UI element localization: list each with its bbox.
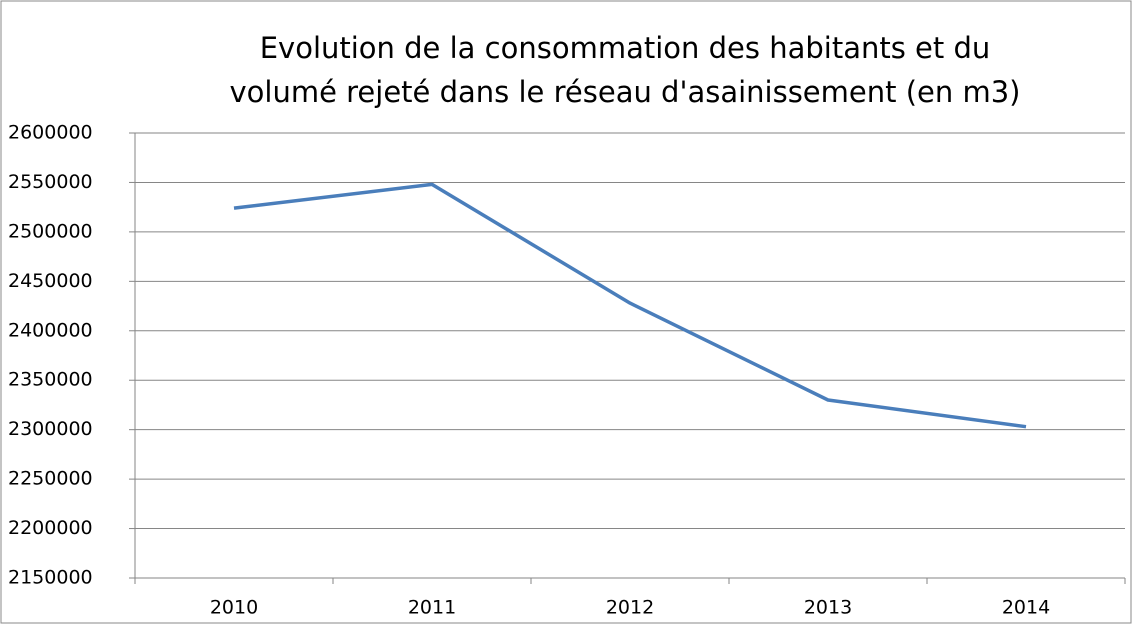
y-tick-label: 2250000	[8, 468, 93, 490]
y-tick-label: 2400000	[8, 319, 93, 341]
y-tick-label: 2550000	[8, 171, 93, 193]
x-tick-label: 2011	[408, 597, 456, 619]
x-tick-label: 2013	[804, 597, 852, 619]
x-tick-label: 2010	[210, 597, 258, 619]
y-tick-label: 2200000	[8, 517, 93, 539]
y-tick-label: 2450000	[8, 270, 93, 292]
y-tick-label: 2500000	[8, 220, 93, 242]
chart-title-line: volumé rejeté dans le réseau d'asainisse…	[230, 75, 1021, 109]
x-tick-label: 2012	[606, 597, 654, 619]
y-tick-label: 2300000	[8, 418, 93, 440]
y-tick-label: 2600000	[8, 122, 93, 144]
y-tick-label: 2350000	[8, 369, 93, 391]
x-tick-label: 2014	[1002, 597, 1050, 619]
data-line	[233, 182, 1027, 429]
y-tick-label: 2150000	[8, 567, 93, 589]
chart-title-line: Evolution de la consommation des habitan…	[260, 31, 991, 65]
